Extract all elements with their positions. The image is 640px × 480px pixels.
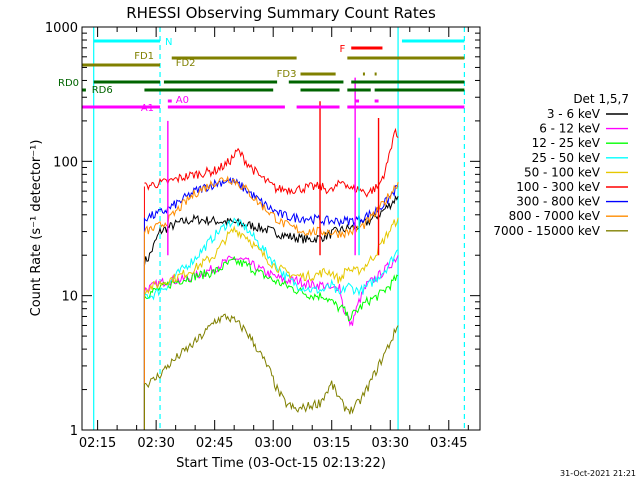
flag-label-f: F bbox=[339, 44, 345, 55]
flag-rd6-segment-2 bbox=[300, 88, 340, 92]
x-tick-label-1: 02:30 bbox=[137, 436, 174, 451]
flag-a0-segment-0 bbox=[167, 99, 172, 103]
series-line-8 bbox=[144, 313, 399, 415]
flag-a0-segment-1 bbox=[355, 99, 360, 103]
series-line-3 bbox=[143, 217, 399, 301]
legend-label-6: 300 - 800 keV bbox=[516, 195, 600, 209]
legend-label-5: 100 - 300 keV bbox=[516, 180, 600, 194]
legend-title: Det 1,5,7 bbox=[573, 92, 629, 106]
flag-a1-segment-0 bbox=[82, 105, 161, 109]
flag-rd0-segment-1 bbox=[163, 80, 278, 84]
flag-label-rd0: RD0 bbox=[58, 78, 79, 89]
flag-label-rd6: RD6 bbox=[92, 85, 113, 96]
legend-label-3: 25 - 50 keV bbox=[532, 151, 601, 165]
x-tick-label-6: 03:45 bbox=[430, 436, 467, 451]
flag-a1-segment-1 bbox=[167, 105, 285, 109]
flag-bars: N F FD1 FD2 FD3 RD0 RD6 A1 A0 bbox=[58, 37, 465, 114]
flag-f-segment-0 bbox=[351, 46, 383, 50]
flag-a1-segment-2 bbox=[296, 105, 340, 109]
y-axis-label-group: Count Rate (s⁻¹ detector⁻¹) bbox=[29, 140, 44, 317]
flag-rd0-segment-2 bbox=[288, 80, 344, 84]
y-tick-label-3: 1000 bbox=[45, 21, 78, 36]
y-tick-label-1: 10 bbox=[61, 290, 78, 305]
flag-fd2-segment-0 bbox=[171, 56, 297, 60]
flag-fd2-segment-1 bbox=[347, 56, 465, 60]
y-tick-label-2: 100 bbox=[53, 155, 78, 170]
x-tick-label-4: 03:15 bbox=[313, 436, 350, 451]
plot-frame bbox=[81, 26, 481, 431]
legend-label-7: 800 - 7000 keV bbox=[509, 209, 601, 223]
flag-rd6-segment-4 bbox=[374, 88, 465, 92]
flag-fd3-segment-2 bbox=[374, 72, 377, 76]
flag-fd3-segment-0 bbox=[300, 72, 336, 76]
axes: 1 10 100 1000 02:15 02:30 02:45 03:00 03:15 03:30… bbox=[45, 21, 481, 451]
legend-label-1: 6 - 12 keV bbox=[539, 122, 601, 136]
flag-label-fd2: FD2 bbox=[176, 58, 196, 69]
legend-label-2: 12 - 25 keV bbox=[532, 136, 601, 150]
x-tick-label-2: 02:45 bbox=[196, 436, 233, 451]
flag-label-a1: A1 bbox=[141, 103, 154, 114]
flag-label-fd1: FD1 bbox=[134, 51, 154, 62]
y-tick-label-0: 1 bbox=[70, 424, 78, 439]
flag-rd6-segment-1 bbox=[144, 88, 274, 92]
x-tick-label-3: 03:00 bbox=[254, 436, 291, 451]
flag-label-n: N bbox=[165, 37, 172, 48]
flag-rd6-segment-3 bbox=[347, 88, 371, 92]
flag-rd6-segment-0 bbox=[82, 88, 86, 92]
flag-label-a0: A0 bbox=[176, 95, 189, 106]
legend-label-4: 50 - 100 keV bbox=[524, 165, 601, 179]
flag-rd0-segment-3 bbox=[351, 80, 465, 84]
flag-n-segment-1 bbox=[401, 39, 465, 43]
flag-n-segment-0 bbox=[93, 39, 161, 43]
flag-a1-segment-3 bbox=[347, 105, 465, 109]
chart-title: RHESSI Observing Summary Count Rates bbox=[126, 4, 436, 22]
flag-fd3-segment-1 bbox=[362, 72, 365, 76]
flag-a0-segment-2 bbox=[374, 99, 379, 103]
y-axis-label: Count Rate (s⁻¹ detector⁻¹) bbox=[29, 140, 44, 317]
footer-timestamp: 31-Oct-2021 21:21 bbox=[560, 469, 636, 478]
flag-rd0-segment-0 bbox=[93, 80, 161, 84]
flag-fd1-segment-0 bbox=[82, 63, 161, 67]
x-axis-label: Start Time (03-Oct-15 02:13:22) bbox=[176, 456, 386, 471]
series-line-4 bbox=[144, 217, 399, 294]
legend-label-0: 3 - 6 keV bbox=[547, 107, 601, 121]
flag-label-fd3: FD3 bbox=[277, 69, 297, 80]
x-tick-label-0: 02:15 bbox=[79, 436, 116, 451]
x-tick-label-5: 03:30 bbox=[372, 436, 409, 451]
legend-label-8: 7000 - 15000 keV bbox=[493, 224, 600, 238]
series-line-2 bbox=[143, 255, 399, 322]
